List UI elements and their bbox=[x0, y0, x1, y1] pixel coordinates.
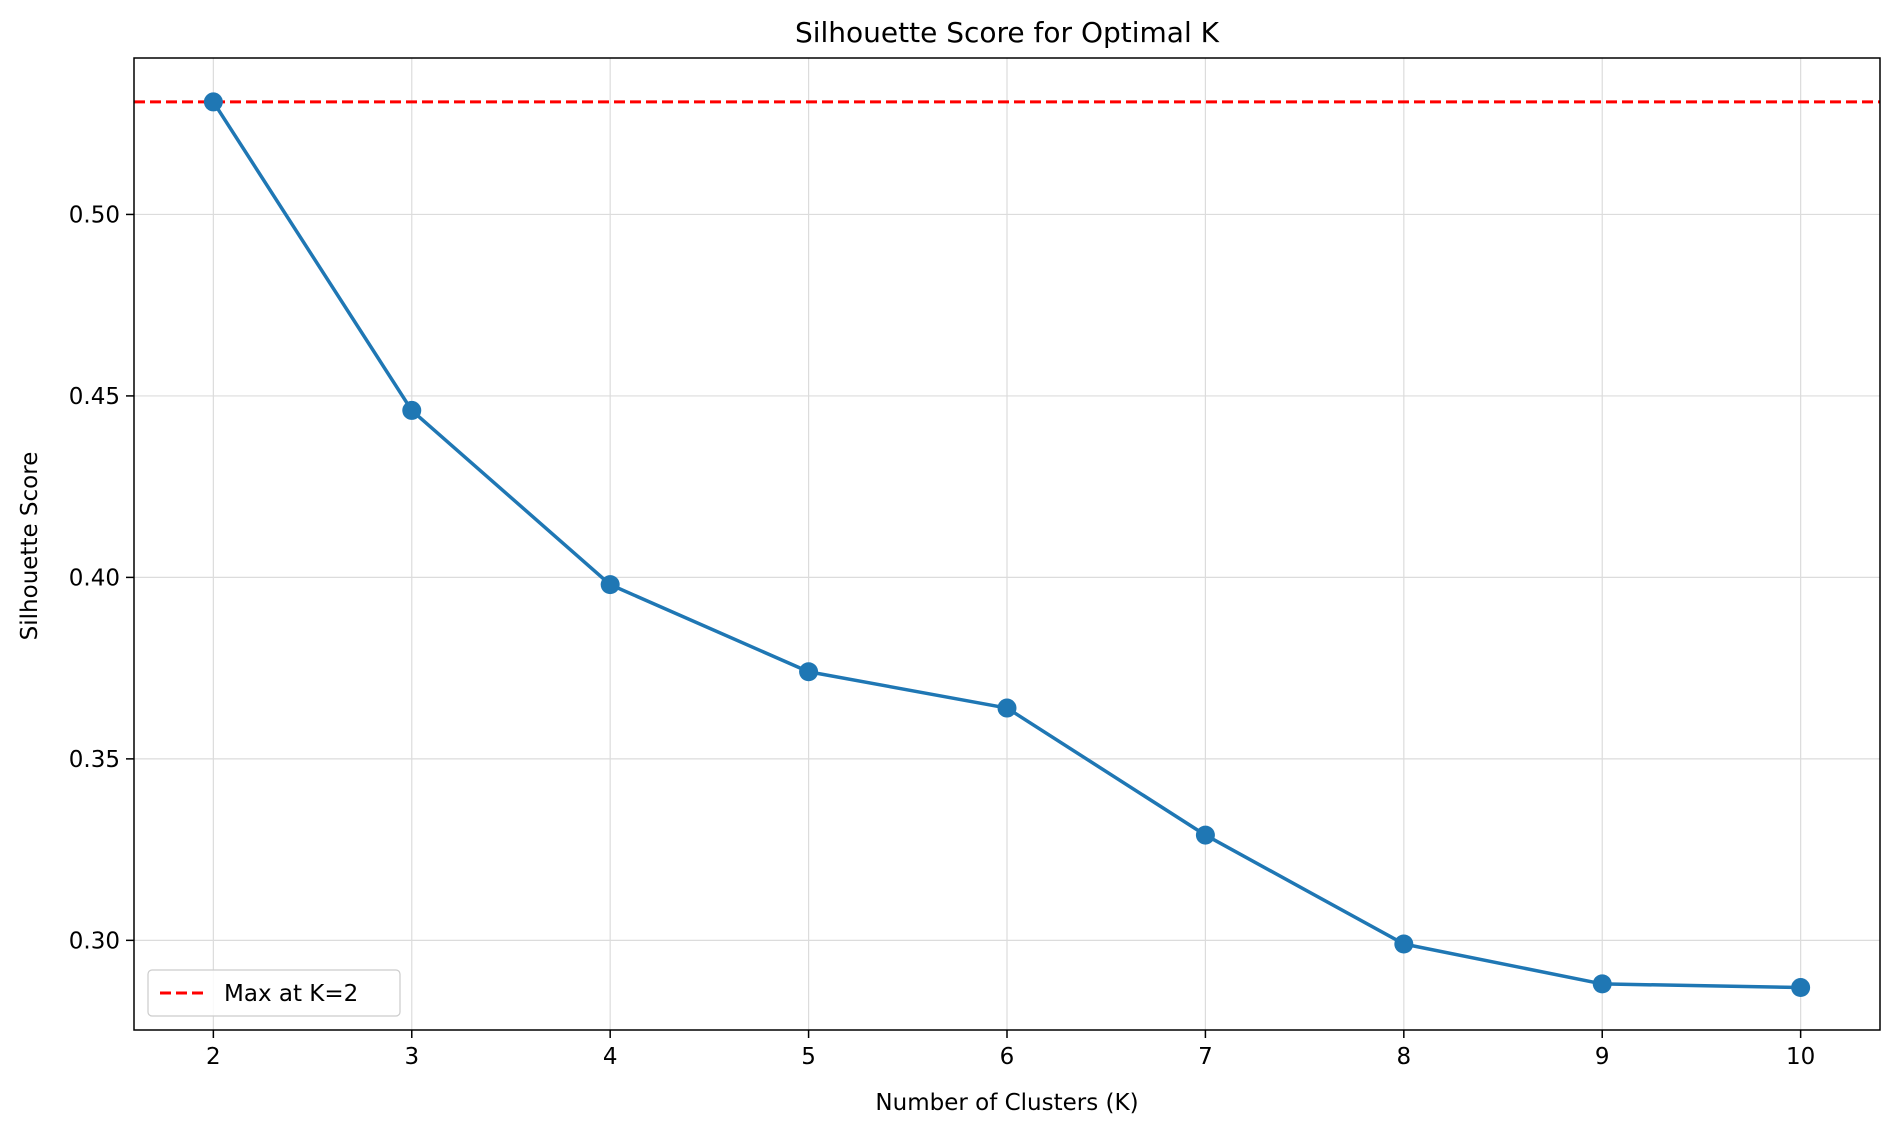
x-axis-label: Number of Clusters (K) bbox=[875, 1090, 1138, 1116]
y-tick-label: 0.50 bbox=[69, 202, 120, 228]
y-tick-label: 0.45 bbox=[69, 384, 120, 410]
x-tick-label: 5 bbox=[801, 1044, 816, 1070]
y-tick-label: 0.40 bbox=[69, 565, 120, 591]
legend-label: Max at K=2 bbox=[224, 981, 358, 1007]
x-tick-label: 8 bbox=[1396, 1044, 1411, 1070]
y-axis-label: Silhouette Score bbox=[17, 452, 43, 641]
chart-title: Silhouette Score for Optimal K bbox=[795, 16, 1220, 49]
data-point bbox=[1394, 934, 1414, 954]
data-point bbox=[799, 662, 819, 682]
x-tick-label: 9 bbox=[1595, 1044, 1610, 1070]
y-axis-ticks: 0.30 0.35 0.40 0.45 0.50 bbox=[69, 202, 134, 954]
x-tick-label: 7 bbox=[1198, 1044, 1213, 1070]
x-tick-label: 10 bbox=[1786, 1044, 1815, 1070]
y-tick-label: 0.35 bbox=[69, 747, 120, 773]
data-point bbox=[203, 92, 223, 112]
x-axis-ticks: 2 3 4 5 6 7 8 9 10 bbox=[206, 1030, 1815, 1070]
x-tick-label: 2 bbox=[206, 1044, 221, 1070]
series bbox=[203, 92, 1811, 998]
x-tick-label: 4 bbox=[603, 1044, 618, 1070]
grid bbox=[134, 58, 1880, 1030]
y-tick-label: 0.30 bbox=[69, 928, 120, 954]
x-tick-label: 6 bbox=[1000, 1044, 1015, 1070]
legend-box bbox=[147, 969, 401, 1017]
data-point bbox=[600, 575, 620, 595]
legend: Max at K=2 bbox=[147, 969, 401, 1017]
data-point bbox=[1195, 825, 1215, 845]
data-point bbox=[997, 698, 1017, 718]
data-point bbox=[1592, 974, 1612, 994]
x-tick-label: 3 bbox=[404, 1044, 419, 1070]
data-point bbox=[402, 400, 422, 420]
data-point bbox=[1791, 978, 1811, 998]
